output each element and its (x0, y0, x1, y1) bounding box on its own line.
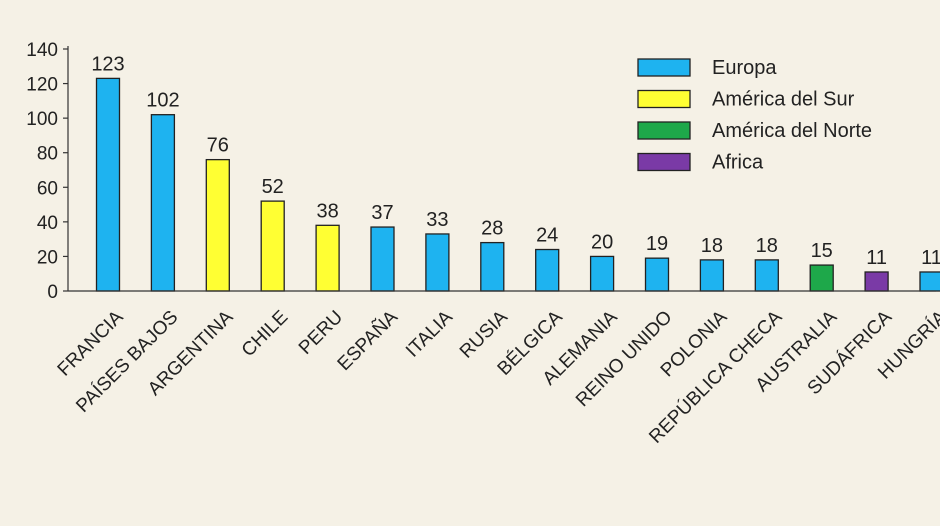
data-label: 38 (316, 200, 338, 222)
bar (809, 264, 834, 292)
bar (425, 233, 450, 292)
category-label: CHILE (238, 307, 292, 361)
data-label: 76 (207, 135, 229, 157)
data-label: 102 (146, 90, 179, 112)
category-label: ITALIA (402, 306, 457, 361)
data-label: 37 (371, 202, 393, 224)
legend-label: América del Norte (712, 120, 872, 142)
bar (864, 271, 889, 292)
category-label: ESPAÑA (333, 306, 402, 375)
bars-group: 123 102 76 52 38 37 33 28 24 20 19 18 18 15 11 11 (91, 53, 940, 292)
bar (754, 259, 779, 292)
bar (644, 257, 670, 292)
y-tick-label: 20 (37, 247, 58, 268)
data-label: 28 (481, 218, 503, 240)
legend-swatch (637, 58, 691, 77)
legend-label: América del Sur (712, 89, 855, 111)
legend: Europa América del Sur América del Norte Af… (637, 57, 872, 174)
data-label: 19 (646, 233, 668, 255)
bar (535, 248, 560, 292)
data-label: 11 (921, 247, 940, 269)
bar (150, 114, 176, 292)
bar (315, 224, 340, 292)
data-label: 24 (536, 225, 558, 247)
y-tick-label: 140 (26, 40, 58, 61)
bar (260, 200, 285, 292)
legend-label: Africa (712, 152, 764, 174)
data-label: 33 (426, 209, 448, 231)
y-axis: 0 20 40 60 80 100 120 140 (26, 40, 69, 303)
category-label: REINO UNIDO (572, 307, 676, 411)
data-label: 18 (701, 235, 723, 257)
y-tick-label: 40 (37, 213, 58, 234)
y-tick-label: 120 (26, 75, 58, 96)
bar (589, 255, 615, 292)
data-label: 15 (811, 240, 833, 262)
y-tick-label: 100 (26, 109, 58, 130)
category-label: PERU (295, 307, 347, 359)
bar (480, 241, 505, 292)
legend-swatch (637, 152, 691, 172)
bar (95, 77, 121, 292)
data-label: 52 (262, 176, 284, 198)
data-label: 123 (91, 53, 124, 75)
bar (919, 271, 940, 292)
category-label: PAÍSES BAJOS (72, 307, 182, 417)
data-label: 18 (756, 235, 778, 257)
legend-label: Europa (712, 57, 777, 79)
legend-swatch (637, 89, 691, 109)
legend-swatch (637, 121, 691, 140)
bar (370, 226, 395, 292)
y-tick-label: 60 (37, 178, 58, 199)
bar (699, 259, 725, 292)
data-label: 20 (591, 231, 613, 253)
y-tick-label: 0 (47, 282, 58, 303)
data-label: 11 (866, 247, 887, 269)
bar (205, 158, 230, 292)
y-tick-label: 80 (37, 144, 58, 165)
